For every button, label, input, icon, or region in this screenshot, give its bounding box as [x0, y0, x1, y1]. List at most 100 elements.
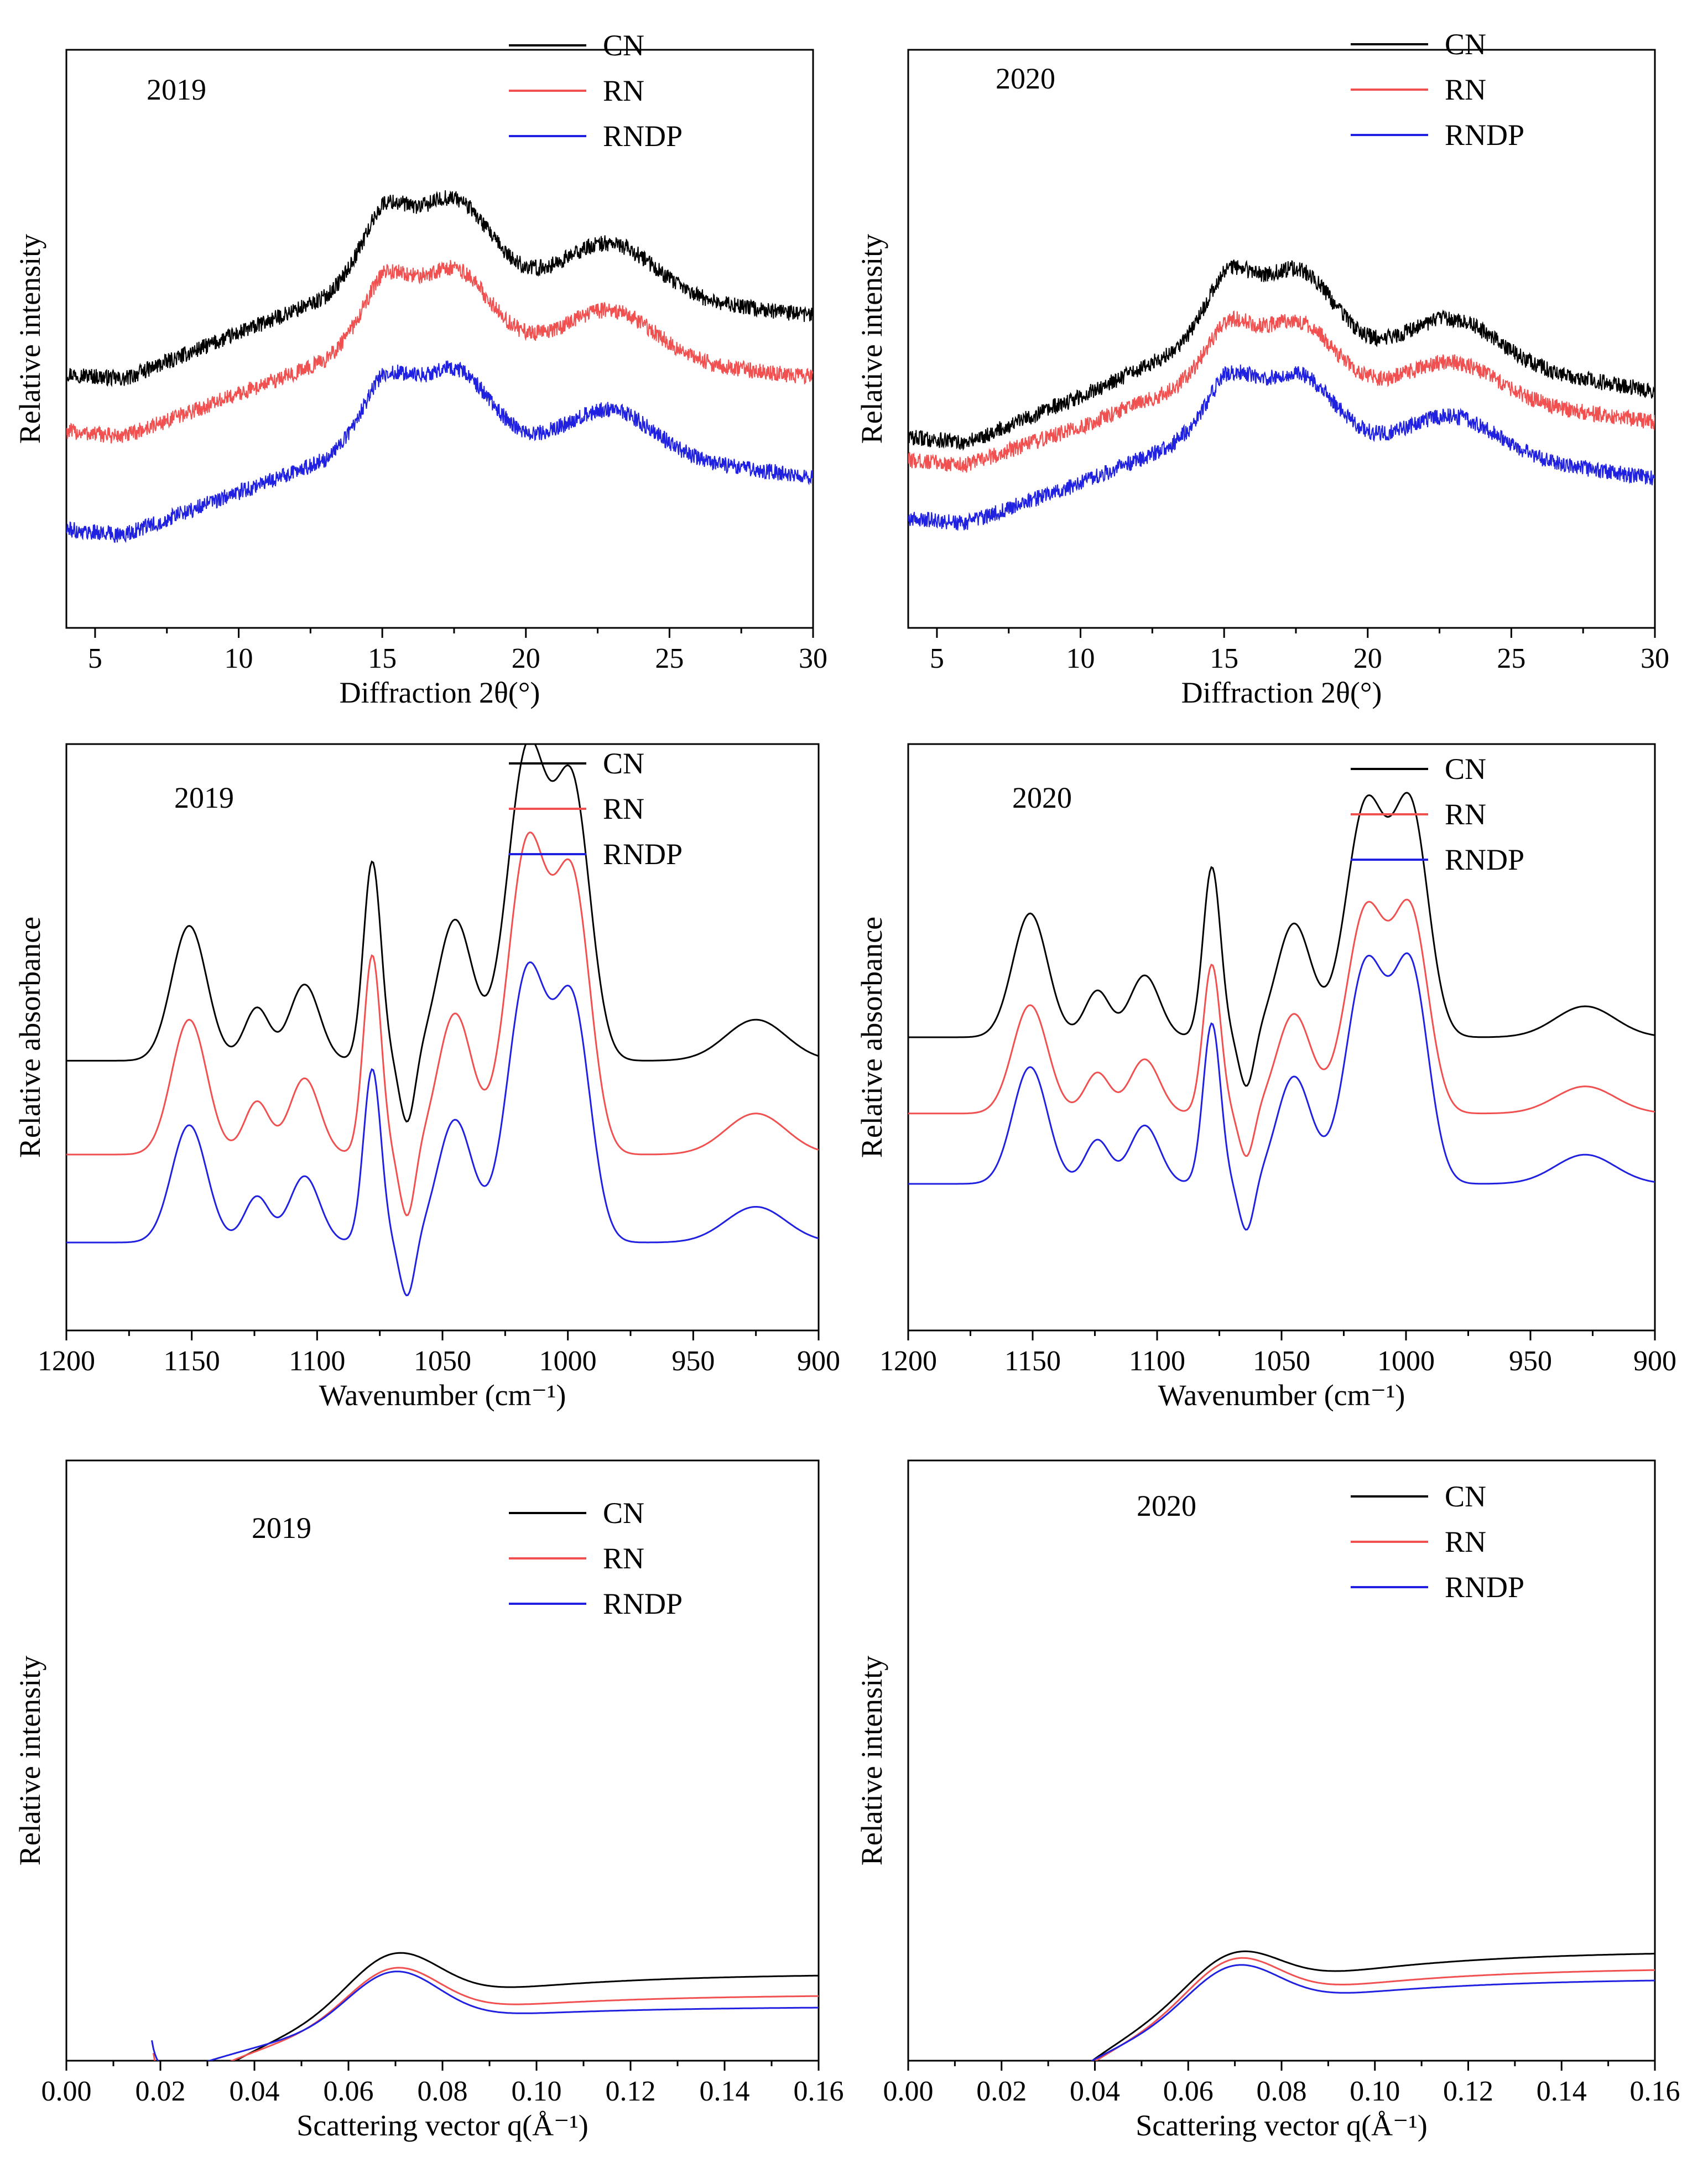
- x-tick-label: 0.02: [976, 2076, 1027, 2107]
- series-line-rn: [66, 831, 819, 1217]
- series-line-cn: [908, 259, 1655, 451]
- x-tick-label: 0.08: [418, 2076, 468, 2107]
- legend-label-rndp: RNDP: [603, 838, 683, 871]
- panel-year-label: 2020: [996, 62, 1055, 95]
- series-line-rn: [1094, 1957, 1655, 2061]
- x-tick-label: 1200: [879, 1345, 937, 1377]
- legend-label-rndp: RNDP: [1445, 843, 1524, 876]
- x-tick-label: 1150: [164, 1345, 220, 1377]
- legend-label-cn: CN: [603, 29, 644, 62]
- saxs-2019-panel: 0.00 0.02 0.04 0.06 0.08 0.10 0.12 0.14 0.16 Scat…: [13, 1459, 844, 2142]
- saxs-2020-panel: 0.00 0.02 0.04 0.06 0.08 0.10 0.12 0.14 0.16 Scat…: [855, 1459, 1680, 2142]
- legend-label-rndp: RNDP: [1445, 118, 1524, 152]
- panel-year-label: 2019: [252, 1511, 311, 1545]
- x-tick-label: 0.00: [883, 2076, 934, 2107]
- panel-year-label: 2019: [174, 781, 234, 814]
- legend-label-cn: CN: [603, 747, 644, 780]
- x-axis-title: Wavenumber (cm⁻¹): [319, 1379, 566, 1412]
- legend-label-rndp: RNDP: [1445, 1571, 1524, 1604]
- legend-label-rndp: RNDP: [603, 119, 683, 153]
- series-line-rndp: [908, 952, 1655, 1231]
- x-tick-label: 5: [88, 643, 102, 674]
- plot-frame: [907, 49, 1656, 629]
- x-tick-label: 900: [1633, 1345, 1676, 1377]
- x-axis-title: Diffraction 2θ(°): [1181, 676, 1382, 709]
- y-axis-title: Relative intensity: [13, 234, 46, 444]
- x-tick-label: 0.14: [700, 2076, 750, 2107]
- series-line-cn: [908, 792, 1655, 1087]
- series-line-rndp: [908, 364, 1655, 531]
- x-tick-label: 30: [1641, 643, 1669, 674]
- x-tick-label: 10: [225, 643, 253, 674]
- series-line-cn: [233, 1952, 819, 2061]
- x-tick-label: 0.16: [1630, 2076, 1680, 2107]
- x-tick-label: 5: [930, 643, 944, 674]
- x-axis-title: Wavenumber (cm⁻¹): [1158, 1379, 1405, 1412]
- series-line-rndp: [66, 961, 819, 1297]
- legend-label-rn: RN: [603, 74, 644, 107]
- x-tick-label: 0.02: [136, 2076, 186, 2107]
- x-tick-label: 15: [1210, 643, 1238, 674]
- legend-label-cn: CN: [1445, 1480, 1486, 1513]
- x-tick-label: 0.12: [1443, 2076, 1493, 2107]
- x-tick-label: 10: [1066, 643, 1095, 674]
- series-line-rn: [152, 1967, 819, 2061]
- x-tick-label: 900: [797, 1345, 840, 1377]
- x-tick-label: 0.06: [324, 2076, 374, 2107]
- x-tick-label: 1000: [539, 1345, 597, 1377]
- legend-label-rn: RN: [1445, 73, 1486, 106]
- x-tick-label: 0.10: [512, 2076, 562, 2107]
- legend-label-rn: RN: [603, 1542, 644, 1575]
- x-tick-label: 1050: [1253, 1345, 1310, 1377]
- x-tick-label: 0.16: [794, 2076, 844, 2107]
- x-tick-label: 20: [512, 643, 540, 674]
- series-line-cn: [66, 190, 813, 387]
- x-tick-label: 0.04: [230, 2076, 280, 2107]
- y-axis-title: Relative absorbance: [855, 917, 888, 1158]
- panel-year-label: 2020: [1137, 1489, 1196, 1522]
- series-line-rn: [66, 259, 813, 444]
- plot-frame: [65, 1459, 820, 2062]
- x-tick-label: 0.10: [1350, 2076, 1400, 2107]
- series-line-rndp: [66, 360, 813, 543]
- y-axis-title: Relative intensity: [13, 1656, 46, 1865]
- x-tick-label: 950: [671, 1345, 715, 1377]
- y-axis-title: Relative intensity: [855, 234, 888, 444]
- legend-label-cn: CN: [603, 1496, 644, 1530]
- series-line-rndp: [151, 1971, 819, 2061]
- x-tick-label: 15: [368, 643, 397, 674]
- x-tick-label: 1100: [289, 1345, 345, 1377]
- ftir-2019-panel: 1200 1150 1100 1050 1000 950 900 Wavenumber (cm…: [13, 743, 840, 1412]
- plot-frame: [65, 49, 814, 629]
- panel-year-label: 2020: [1012, 781, 1072, 814]
- xrd-2019-panel: 5 10 15 20 25 30 Diffraction 2θ(°) Relative int…: [13, 29, 827, 709]
- legend-label-rn: RN: [1445, 798, 1486, 831]
- legend-label-rn: RN: [603, 792, 644, 825]
- x-axis-title: Diffraction 2θ(°): [340, 676, 540, 709]
- x-tick-label: 0.04: [1070, 2076, 1120, 2107]
- x-tick-label: 0.08: [1257, 2076, 1307, 2107]
- legend-label-rndp: RNDP: [603, 1587, 683, 1620]
- x-tick-label: 20: [1353, 643, 1382, 674]
- series-line-rndp: [1090, 1964, 1655, 2061]
- x-tick-label: 25: [1497, 643, 1525, 674]
- x-tick-label: 1100: [1129, 1345, 1185, 1377]
- x-tick-label: 950: [1509, 1345, 1552, 1377]
- legend-label-cn: CN: [1445, 752, 1486, 786]
- x-tick-label: 0.12: [606, 2076, 656, 2107]
- x-tick-label: 0.06: [1163, 2076, 1214, 2107]
- series-line-rn: [908, 310, 1655, 473]
- legend-label-rn: RN: [1445, 1525, 1486, 1558]
- x-tick-label: 0.00: [41, 2076, 92, 2107]
- series-line-cn: [1090, 1950, 1655, 2061]
- series-line-rn: [908, 898, 1655, 1157]
- x-tick-label: 1050: [414, 1345, 471, 1377]
- x-tick-label: 0.14: [1537, 2076, 1587, 2107]
- x-axis-title: Scattering vector q(Å⁻¹): [296, 2109, 589, 2142]
- series-line-cn: [66, 744, 819, 1122]
- xrd-2020-panel: 5 10 15 20 25 30 Diffraction 2θ(°) Relative int…: [855, 28, 1669, 709]
- x-tick-label: 25: [655, 643, 684, 674]
- panel-year-label: 2019: [147, 73, 206, 106]
- x-tick-label: 1000: [1377, 1345, 1435, 1377]
